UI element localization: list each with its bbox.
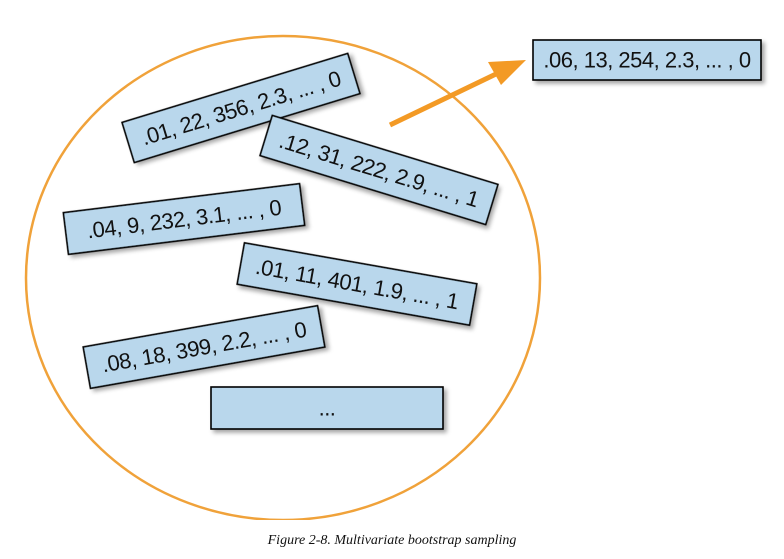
- sampling-arrow-shaft: [388, 71, 498, 128]
- data-row-5: .08, 18, 399, 2.2, ... , 0: [82, 304, 326, 390]
- figure-caption: Figure 2-8. Multivariate bootstrap sampl…: [267, 533, 517, 548]
- sampling-arrow-head: [488, 60, 526, 85]
- data-row-3: .04, 9, 232, 3.1, ... , 0: [62, 182, 306, 256]
- data-row-ellipsis: ...: [210, 386, 444, 430]
- sampled-row-box: .06, 13, 254, 2.3, ... , 0: [532, 39, 762, 81]
- sampled-row-text: .06, 13, 254, 2.3, ... , 0: [543, 48, 750, 73]
- population-circle: [24, 34, 542, 520]
- data-row-ellipsis-text: ...: [319, 396, 336, 421]
- bootstrap-diagram: .06, 13, 254, 2.3, ... , 0 .01, 22, 356,…: [24, 34, 762, 520]
